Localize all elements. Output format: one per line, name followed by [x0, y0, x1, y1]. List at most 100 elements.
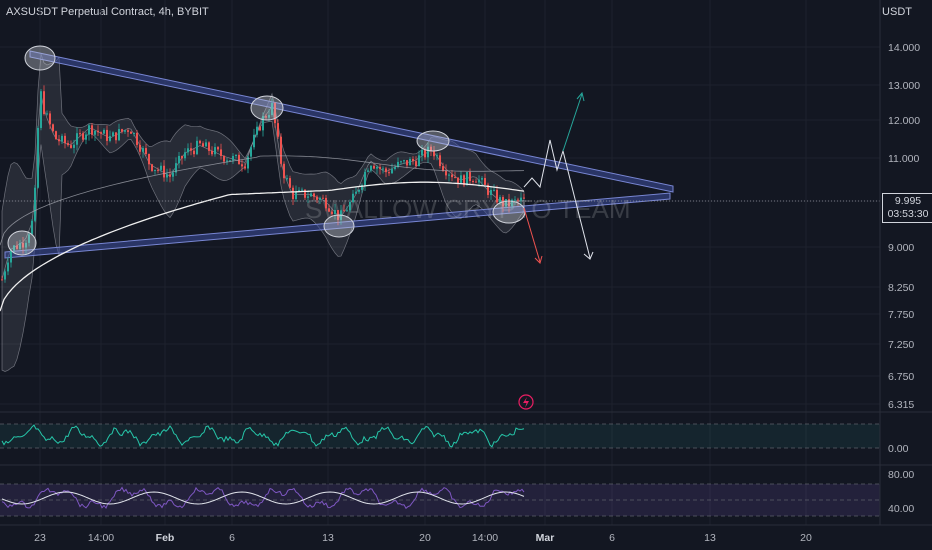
candle [325, 197, 327, 209]
candle [460, 175, 462, 184]
candle [400, 161, 402, 163]
candle [364, 171, 366, 186]
price-tick: 11.000 [888, 153, 919, 165]
rsi-fill [0, 484, 880, 516]
candle [277, 123, 279, 137]
candle [166, 174, 168, 178]
candle [328, 208, 330, 212]
candle [412, 159, 414, 162]
candle [379, 167, 381, 169]
candle [253, 134, 255, 148]
candle [466, 172, 468, 186]
candle [163, 165, 165, 178]
candle [43, 91, 45, 115]
time-tick: Mar [536, 532, 555, 544]
candle [97, 130, 99, 133]
candle [424, 149, 426, 158]
candle [142, 148, 144, 152]
candle [55, 131, 57, 140]
candle [247, 156, 249, 169]
candle [295, 191, 297, 200]
candle [88, 125, 90, 135]
candle [220, 149, 222, 156]
time-tick: 6 [229, 532, 235, 544]
time-tick: 23 [34, 532, 46, 544]
oscillator-panel: 0.00 [0, 411, 932, 455]
candle [103, 129, 105, 134]
candles [1, 85, 525, 283]
candle [235, 154, 237, 156]
candle [517, 199, 519, 201]
time-tick: 13 [704, 532, 716, 544]
time-tick: 14:00 [88, 532, 114, 544]
candle [190, 148, 192, 151]
price-tick: 14.000 [888, 42, 920, 54]
candle [70, 145, 72, 148]
candle [427, 146, 429, 158]
candle [484, 178, 486, 185]
price-tick: 6.315 [888, 399, 914, 411]
candle [490, 189, 492, 195]
candle [406, 160, 408, 166]
rsi-line [1, 486, 525, 510]
ma-line [0, 155, 525, 246]
candle [382, 168, 384, 170]
pivot-circles [7, 45, 526, 256]
candle [148, 154, 150, 165]
ma-line [0, 181, 525, 312]
candle [352, 193, 354, 202]
candle [316, 196, 318, 200]
candle [346, 210, 348, 212]
candle [82, 133, 84, 140]
candle [394, 167, 396, 170]
candle [16, 245, 18, 249]
candle [25, 242, 27, 248]
candle [505, 199, 507, 207]
price-unit: USDT [882, 6, 912, 18]
candle [280, 136, 282, 164]
lightning-icon[interactable] [518, 394, 534, 410]
chart-title: AXSUSDT Perpetual Contract, 4h, BYBIT [6, 6, 209, 18]
candle [265, 116, 267, 118]
candle [169, 174, 171, 177]
candle [415, 161, 417, 167]
candle [292, 187, 294, 200]
candle [421, 149, 423, 156]
candle [391, 169, 393, 174]
candle [397, 161, 399, 168]
candle [496, 189, 498, 203]
candle [79, 133, 81, 135]
osc-tick: 0.00 [888, 443, 909, 455]
time-tick: 20 [800, 532, 812, 544]
candle [418, 155, 420, 167]
candle [388, 172, 390, 174]
candle [61, 135, 63, 142]
candle [229, 160, 231, 162]
candle [193, 150, 195, 155]
pivot-circle [416, 130, 450, 152]
candle [181, 155, 183, 159]
price-tick: 13.000 [888, 80, 920, 92]
candle [499, 197, 501, 203]
candle [154, 169, 156, 171]
candle [10, 250, 12, 263]
candle [355, 191, 357, 194]
candle [436, 155, 438, 157]
candle [289, 178, 291, 188]
pivot-circle [250, 95, 284, 121]
candle [109, 136, 111, 141]
candle [433, 150, 435, 157]
candle [283, 163, 285, 179]
candle [409, 159, 411, 166]
moving-average [0, 155, 525, 312]
watermark: SWALLOW CRYPTO TEAM [305, 194, 631, 224]
candle [298, 189, 300, 192]
candle [199, 140, 201, 144]
candle [67, 143, 69, 146]
candle [76, 133, 78, 145]
current-price-value: 9.995 [894, 195, 922, 207]
candle [319, 197, 321, 200]
candle [487, 184, 489, 195]
candle [136, 132, 138, 145]
